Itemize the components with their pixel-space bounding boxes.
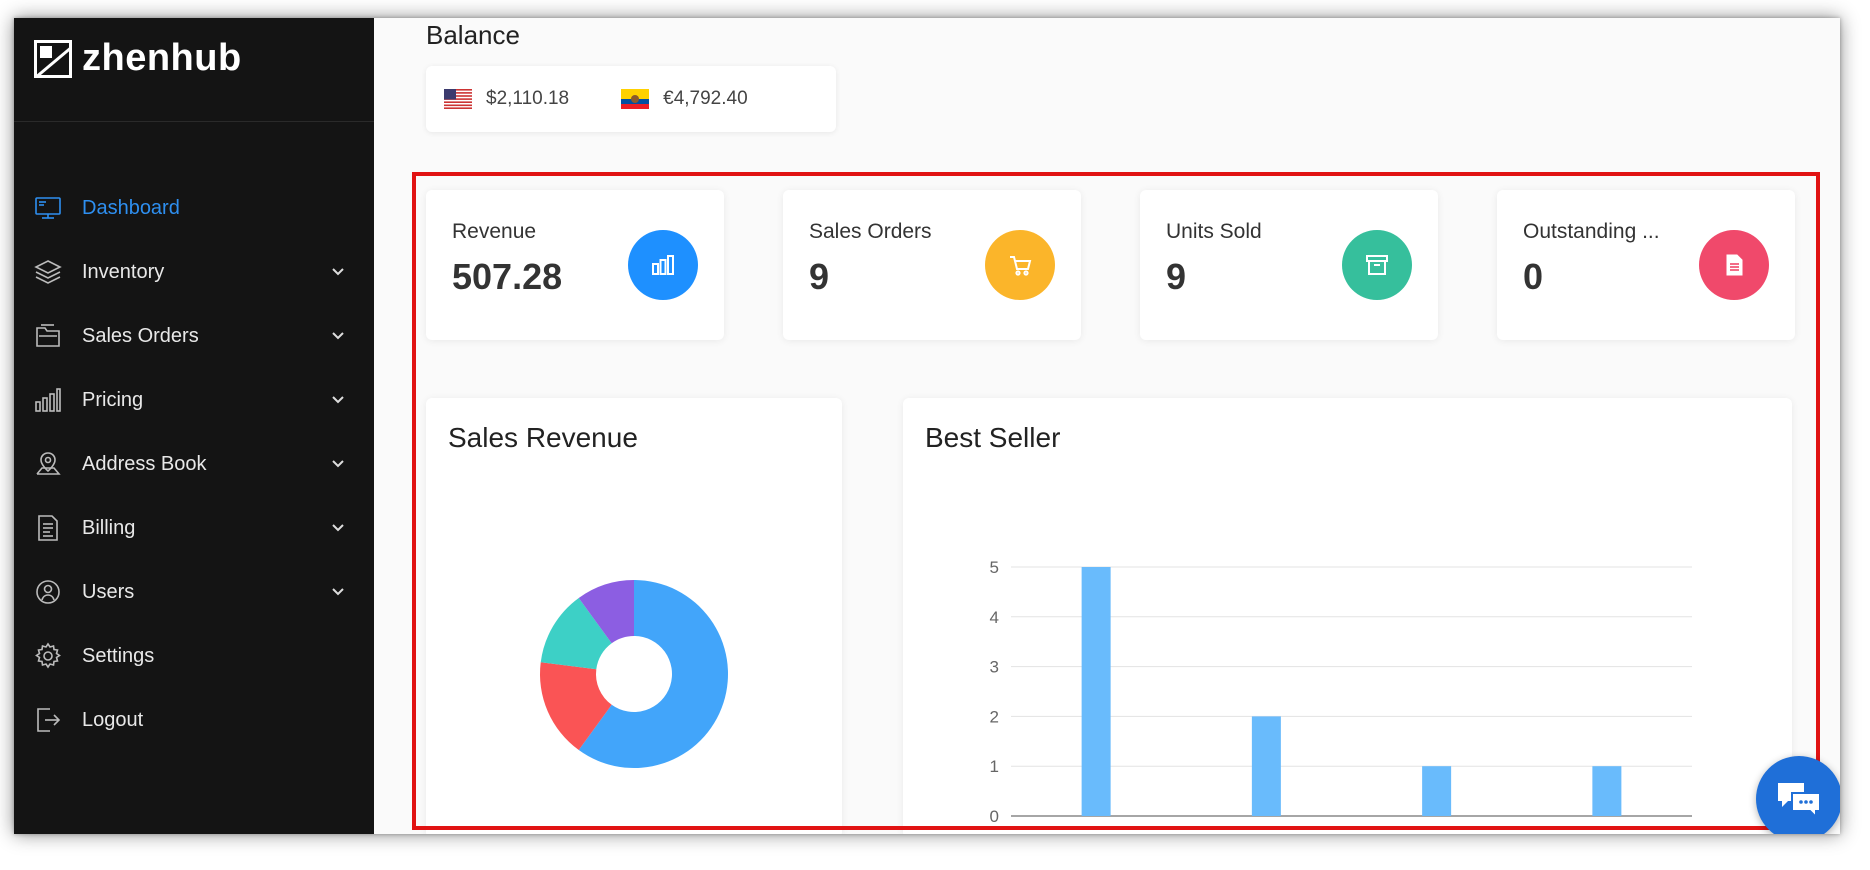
us-flag-icon xyxy=(444,89,472,109)
balance-eur-amount: €4,792.40 xyxy=(663,88,748,109)
sidebar-item-label: Inventory xyxy=(82,260,165,283)
stat-card-sales-orders[interactable]: Sales Orders 9 xyxy=(783,190,1081,340)
chevron-down-icon[interactable] xyxy=(330,456,346,472)
bar-chart-icon xyxy=(34,386,62,414)
chat-button[interactable] xyxy=(1756,756,1840,834)
document-list-icon xyxy=(34,514,62,542)
chevron-down-icon[interactable] xyxy=(330,264,346,280)
bar[interactable] xyxy=(1081,567,1111,816)
main-content: Balance $2,110.18 xyxy=(374,18,1840,834)
chevron-down-icon[interactable] xyxy=(330,520,346,536)
balance-card: $2,110.18 €4,792.40 xyxy=(426,66,836,132)
pie-slice-1[interactable] xyxy=(578,580,728,768)
sidebar-item-label: Dashboard xyxy=(82,196,180,219)
sidebar-item-label: Pricing xyxy=(82,388,144,411)
sidebar-item-users[interactable]: Users xyxy=(14,560,374,624)
map-pin-icon xyxy=(34,450,62,478)
balance-eur: €4,792.40 xyxy=(621,88,748,110)
stat-label: Outstanding ... xyxy=(1523,220,1660,243)
panel-title: Sales Revenue xyxy=(448,422,638,453)
balance-usd: $2,110.18 xyxy=(444,88,569,110)
stat-card-outstanding[interactable]: Outstanding ... 0 xyxy=(1497,190,1795,340)
y-tick-label: 0 xyxy=(990,807,999,826)
sidebar-item-sales-orders[interactable]: Sales Orders xyxy=(14,304,374,368)
sidebar-item-dashboard[interactable]: Dashboard xyxy=(14,176,374,240)
bar[interactable] xyxy=(1422,766,1452,816)
layers-icon xyxy=(34,258,62,286)
y-tick-label: 4 xyxy=(990,608,999,627)
sidebar-item-address-book[interactable]: Address Book xyxy=(14,432,374,496)
bar[interactable] xyxy=(1592,766,1622,816)
balance-title: Balance xyxy=(426,20,520,50)
brand-logo[interactable]: zhenhub xyxy=(14,18,374,122)
bar[interactable] xyxy=(1251,716,1281,816)
stat-card-revenue[interactable]: Revenue 507.28 xyxy=(426,190,724,340)
sidebar-item-label: Logout xyxy=(82,708,144,731)
panel-title: Best Seller xyxy=(925,422,1061,453)
chevron-down-icon[interactable] xyxy=(330,392,346,408)
sidebar-item-logout[interactable]: Logout xyxy=(14,688,374,752)
stat-value: 9 xyxy=(1166,256,1187,297)
chat-icon xyxy=(1778,783,1821,819)
best-seller-bar-chart: 0 1 2 3 4 5 xyxy=(990,558,1692,826)
stat-label: Revenue xyxy=(452,220,537,243)
balance-usd-amount: $2,110.18 xyxy=(486,88,570,109)
highlight-box xyxy=(412,172,1820,830)
chevron-down-icon[interactable] xyxy=(330,328,346,344)
sidebar: zhenhub Dashboard I xyxy=(14,18,374,834)
chevron-down-icon[interactable] xyxy=(330,584,346,600)
sidebar-item-inventory[interactable]: Inventory xyxy=(14,240,374,304)
folder-icon xyxy=(34,322,62,350)
sidebar-item-label: Sales Orders xyxy=(82,324,199,347)
bar-chart-icon xyxy=(628,230,698,300)
sidebar-item-label: Users xyxy=(82,580,135,603)
y-tick-label: 2 xyxy=(990,707,999,726)
sidebar-item-billing[interactable]: Billing xyxy=(14,496,374,560)
brand-name: zhenhub xyxy=(82,37,242,79)
pie-slice-3[interactable] xyxy=(540,597,612,670)
monitor-icon xyxy=(34,194,62,222)
y-tick-label: 5 xyxy=(990,558,999,577)
y-tick-label: 1 xyxy=(990,757,999,776)
best-seller-panel: Best Seller 0 1 2 3 4 5 xyxy=(903,398,1792,834)
ec-flag-icon xyxy=(621,89,650,109)
sidebar-item-label: Billing xyxy=(82,516,136,539)
stat-value: 0 xyxy=(1523,256,1544,297)
y-tick-label: 3 xyxy=(990,658,999,677)
cart-icon xyxy=(985,230,1055,300)
stat-value: 9 xyxy=(809,256,830,297)
app-window: zhenhub Dashboard I xyxy=(14,18,1840,834)
archive-icon xyxy=(1342,230,1412,300)
sales-revenue-donut-chart xyxy=(540,580,728,768)
sidebar-item-label: Address Book xyxy=(82,452,207,475)
stat-value: 507.28 xyxy=(452,256,563,297)
stat-label: Units Sold xyxy=(1166,220,1262,243)
users-globe-icon xyxy=(34,578,62,606)
logo-icon xyxy=(34,39,72,78)
gear-icon xyxy=(34,642,62,670)
sidebar-item-settings[interactable]: Settings xyxy=(14,624,374,688)
pie-slice-2[interactable] xyxy=(540,662,612,751)
document-icon xyxy=(1699,230,1769,300)
sidebar-menu: Dashboard Inventory Sales O xyxy=(14,176,374,752)
pie-slice-4[interactable] xyxy=(578,580,634,644)
logout-icon xyxy=(34,706,62,734)
sidebar-item-label: Settings xyxy=(82,644,155,667)
stat-card-units-sold[interactable]: Units Sold 9 xyxy=(1140,190,1438,340)
stat-label: Sales Orders xyxy=(809,220,932,243)
sales-revenue-panel: Sales Revenue xyxy=(426,398,842,834)
sidebar-item-pricing[interactable]: Pricing xyxy=(14,368,374,432)
